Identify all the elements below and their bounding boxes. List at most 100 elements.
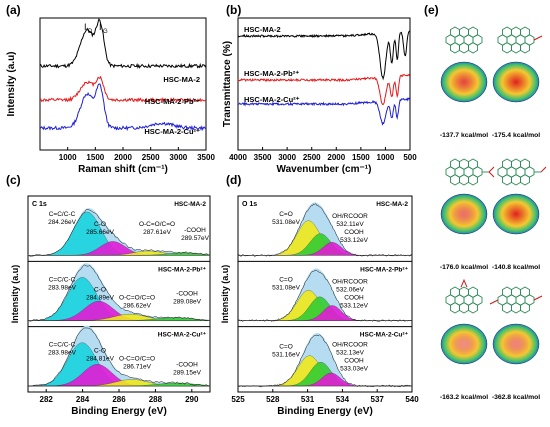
molecule-structure bbox=[445, 26, 483, 54]
hex-ring bbox=[511, 42, 521, 54]
envelope-band bbox=[238, 333, 412, 386]
peak-energy: 531.08eV bbox=[272, 219, 300, 226]
x-axis-label: Raman shift (cm⁻¹) bbox=[78, 164, 168, 175]
panel-b: 4000 3500 3000 2500 2000 1500 1000 500 Wavenumbe… bbox=[222, 17, 417, 175]
x-axis-label: Binding Energy (eV) bbox=[277, 406, 373, 417]
x-axis-label: Binding Energy (eV) bbox=[71, 406, 167, 417]
peak-name: C-O bbox=[94, 286, 106, 293]
binding-energy-label: -176.0 kcal/mol bbox=[440, 264, 488, 271]
fit-peak bbox=[237, 242, 413, 256]
x-tick-label: 2500 bbox=[142, 153, 160, 162]
raw-spectrum bbox=[27, 327, 209, 387]
molecule-structure bbox=[489, 286, 543, 314]
y-axis-label: Intensity (a.u) bbox=[220, 265, 230, 324]
esp-map bbox=[440, 61, 488, 103]
x-axis-label: Wavenumber (cm⁻¹) bbox=[277, 164, 372, 175]
molecule-structure bbox=[445, 278, 483, 314]
panel-e: -137.7 kcal/mol -175.4 kcal/mol -176.0 kca… bbox=[440, 26, 547, 401]
x-tick-label: 282 bbox=[40, 395, 54, 404]
peak-energy: 533.12eV bbox=[340, 302, 368, 309]
peak-energy: 533.03eV bbox=[340, 366, 368, 373]
hex-ring bbox=[511, 174, 521, 186]
panel-d: 525 528 531 534 537 540 Binding Energy (eV) Int… bbox=[220, 195, 419, 417]
x-tick-label: 531 bbox=[301, 395, 315, 404]
panel-a: 1000 1500 2000 2500 3000 3500 Raman shift (cm⁻… bbox=[6, 17, 215, 175]
hex-ring bbox=[502, 42, 512, 54]
peak-label-i: I bbox=[84, 22, 87, 32]
fit-peak bbox=[237, 305, 413, 321]
sample-label: HSC-MA-2 bbox=[376, 201, 408, 208]
peak-name: COOH bbox=[344, 229, 364, 236]
peak-energy: 285.66eV bbox=[86, 229, 114, 236]
substituent-bond bbox=[533, 295, 543, 301]
peak-label-g: G bbox=[103, 29, 108, 35]
esp-map bbox=[440, 323, 488, 365]
peak-label-i: I bbox=[99, 22, 102, 32]
peak-energy: 532.06eV bbox=[336, 286, 364, 293]
series-line bbox=[237, 30, 411, 81]
binding-energy-label: -163.2 kcal/mol bbox=[440, 394, 488, 401]
series-line bbox=[237, 97, 411, 126]
plot-frame bbox=[237, 17, 411, 151]
hex-ring bbox=[450, 302, 460, 314]
core-level-label: C 1s bbox=[32, 201, 47, 208]
raw-spectrum bbox=[237, 270, 413, 323]
x-tick-label: 286 bbox=[112, 395, 126, 404]
fit-peak bbox=[27, 317, 211, 321]
substituent-bond bbox=[540, 166, 547, 173]
peak-energy: 287.61eV bbox=[143, 229, 171, 236]
sample-label: HSC-MA-2-Pb²⁺ bbox=[158, 266, 206, 273]
hex-ring bbox=[511, 302, 521, 314]
series-line bbox=[39, 83, 207, 132]
hex-ring bbox=[520, 174, 530, 186]
series-line bbox=[39, 18, 207, 69]
series-label: HSC-MA-2-Cu²⁺ bbox=[244, 95, 300, 104]
x-tick-label: 3000 bbox=[278, 153, 296, 162]
peak-name: O-C=O/C=O bbox=[119, 356, 155, 363]
peak-energy: 532.13eV bbox=[336, 350, 364, 357]
hex-ring bbox=[459, 174, 469, 186]
plot-frame bbox=[237, 195, 413, 393]
sample-label: HSC-MA-2-Cu²⁺ bbox=[360, 332, 409, 339]
hex-ring bbox=[468, 174, 478, 186]
hex-ring bbox=[468, 42, 478, 54]
hex-ring bbox=[459, 302, 469, 314]
hex-ring bbox=[502, 302, 512, 314]
peak-energy: 532.11eV bbox=[336, 221, 364, 228]
x-tick-label: 500 bbox=[403, 153, 417, 162]
hex-ring bbox=[450, 42, 460, 54]
peak-name: C=C/C-C bbox=[49, 342, 76, 349]
peak-energy: 289.08eV bbox=[173, 298, 201, 305]
peak-energy: 286.71eV bbox=[123, 364, 151, 371]
envelope-band bbox=[238, 268, 412, 321]
raw-spectrum bbox=[237, 334, 413, 388]
peak-energy: 284.81eV bbox=[86, 356, 114, 363]
fit-peak bbox=[28, 382, 211, 387]
panel-letter: (a) bbox=[6, 3, 21, 17]
binding-energy-label: -175.4 kcal/mol bbox=[492, 132, 540, 139]
hex-ring bbox=[468, 302, 478, 314]
x-tick-label: 1000 bbox=[59, 153, 77, 162]
peak-energy: 531.16eV bbox=[272, 352, 300, 359]
x-tick-label: 290 bbox=[185, 395, 199, 404]
x-tick-label: 537 bbox=[371, 395, 385, 404]
sample-label: HSC-MA-2-Pb²⁺ bbox=[360, 266, 408, 273]
core-level-label: O 1s bbox=[242, 201, 257, 208]
peak-name: C=O bbox=[279, 344, 293, 351]
panel-letter: (c) bbox=[6, 173, 21, 187]
x-tick-label: 2000 bbox=[114, 153, 132, 162]
peak-name: C=O bbox=[279, 211, 293, 218]
substituent-bond bbox=[460, 278, 468, 288]
substituent-bond bbox=[533, 35, 543, 41]
x-tick-label: 1500 bbox=[352, 153, 370, 162]
binding-energy-label: -362.8 kcal/mol bbox=[492, 394, 540, 401]
series-label: HSC-MA-2-Pb²⁺ bbox=[244, 69, 299, 78]
peak-name: C-O bbox=[94, 221, 106, 228]
panel-letter: (b) bbox=[226, 3, 241, 17]
raw-spectrum bbox=[27, 264, 209, 322]
peak-name: OH/RCOOR bbox=[332, 278, 368, 285]
x-tick-label: 284 bbox=[76, 395, 90, 404]
peak-energy: 533.12eV bbox=[340, 237, 368, 244]
